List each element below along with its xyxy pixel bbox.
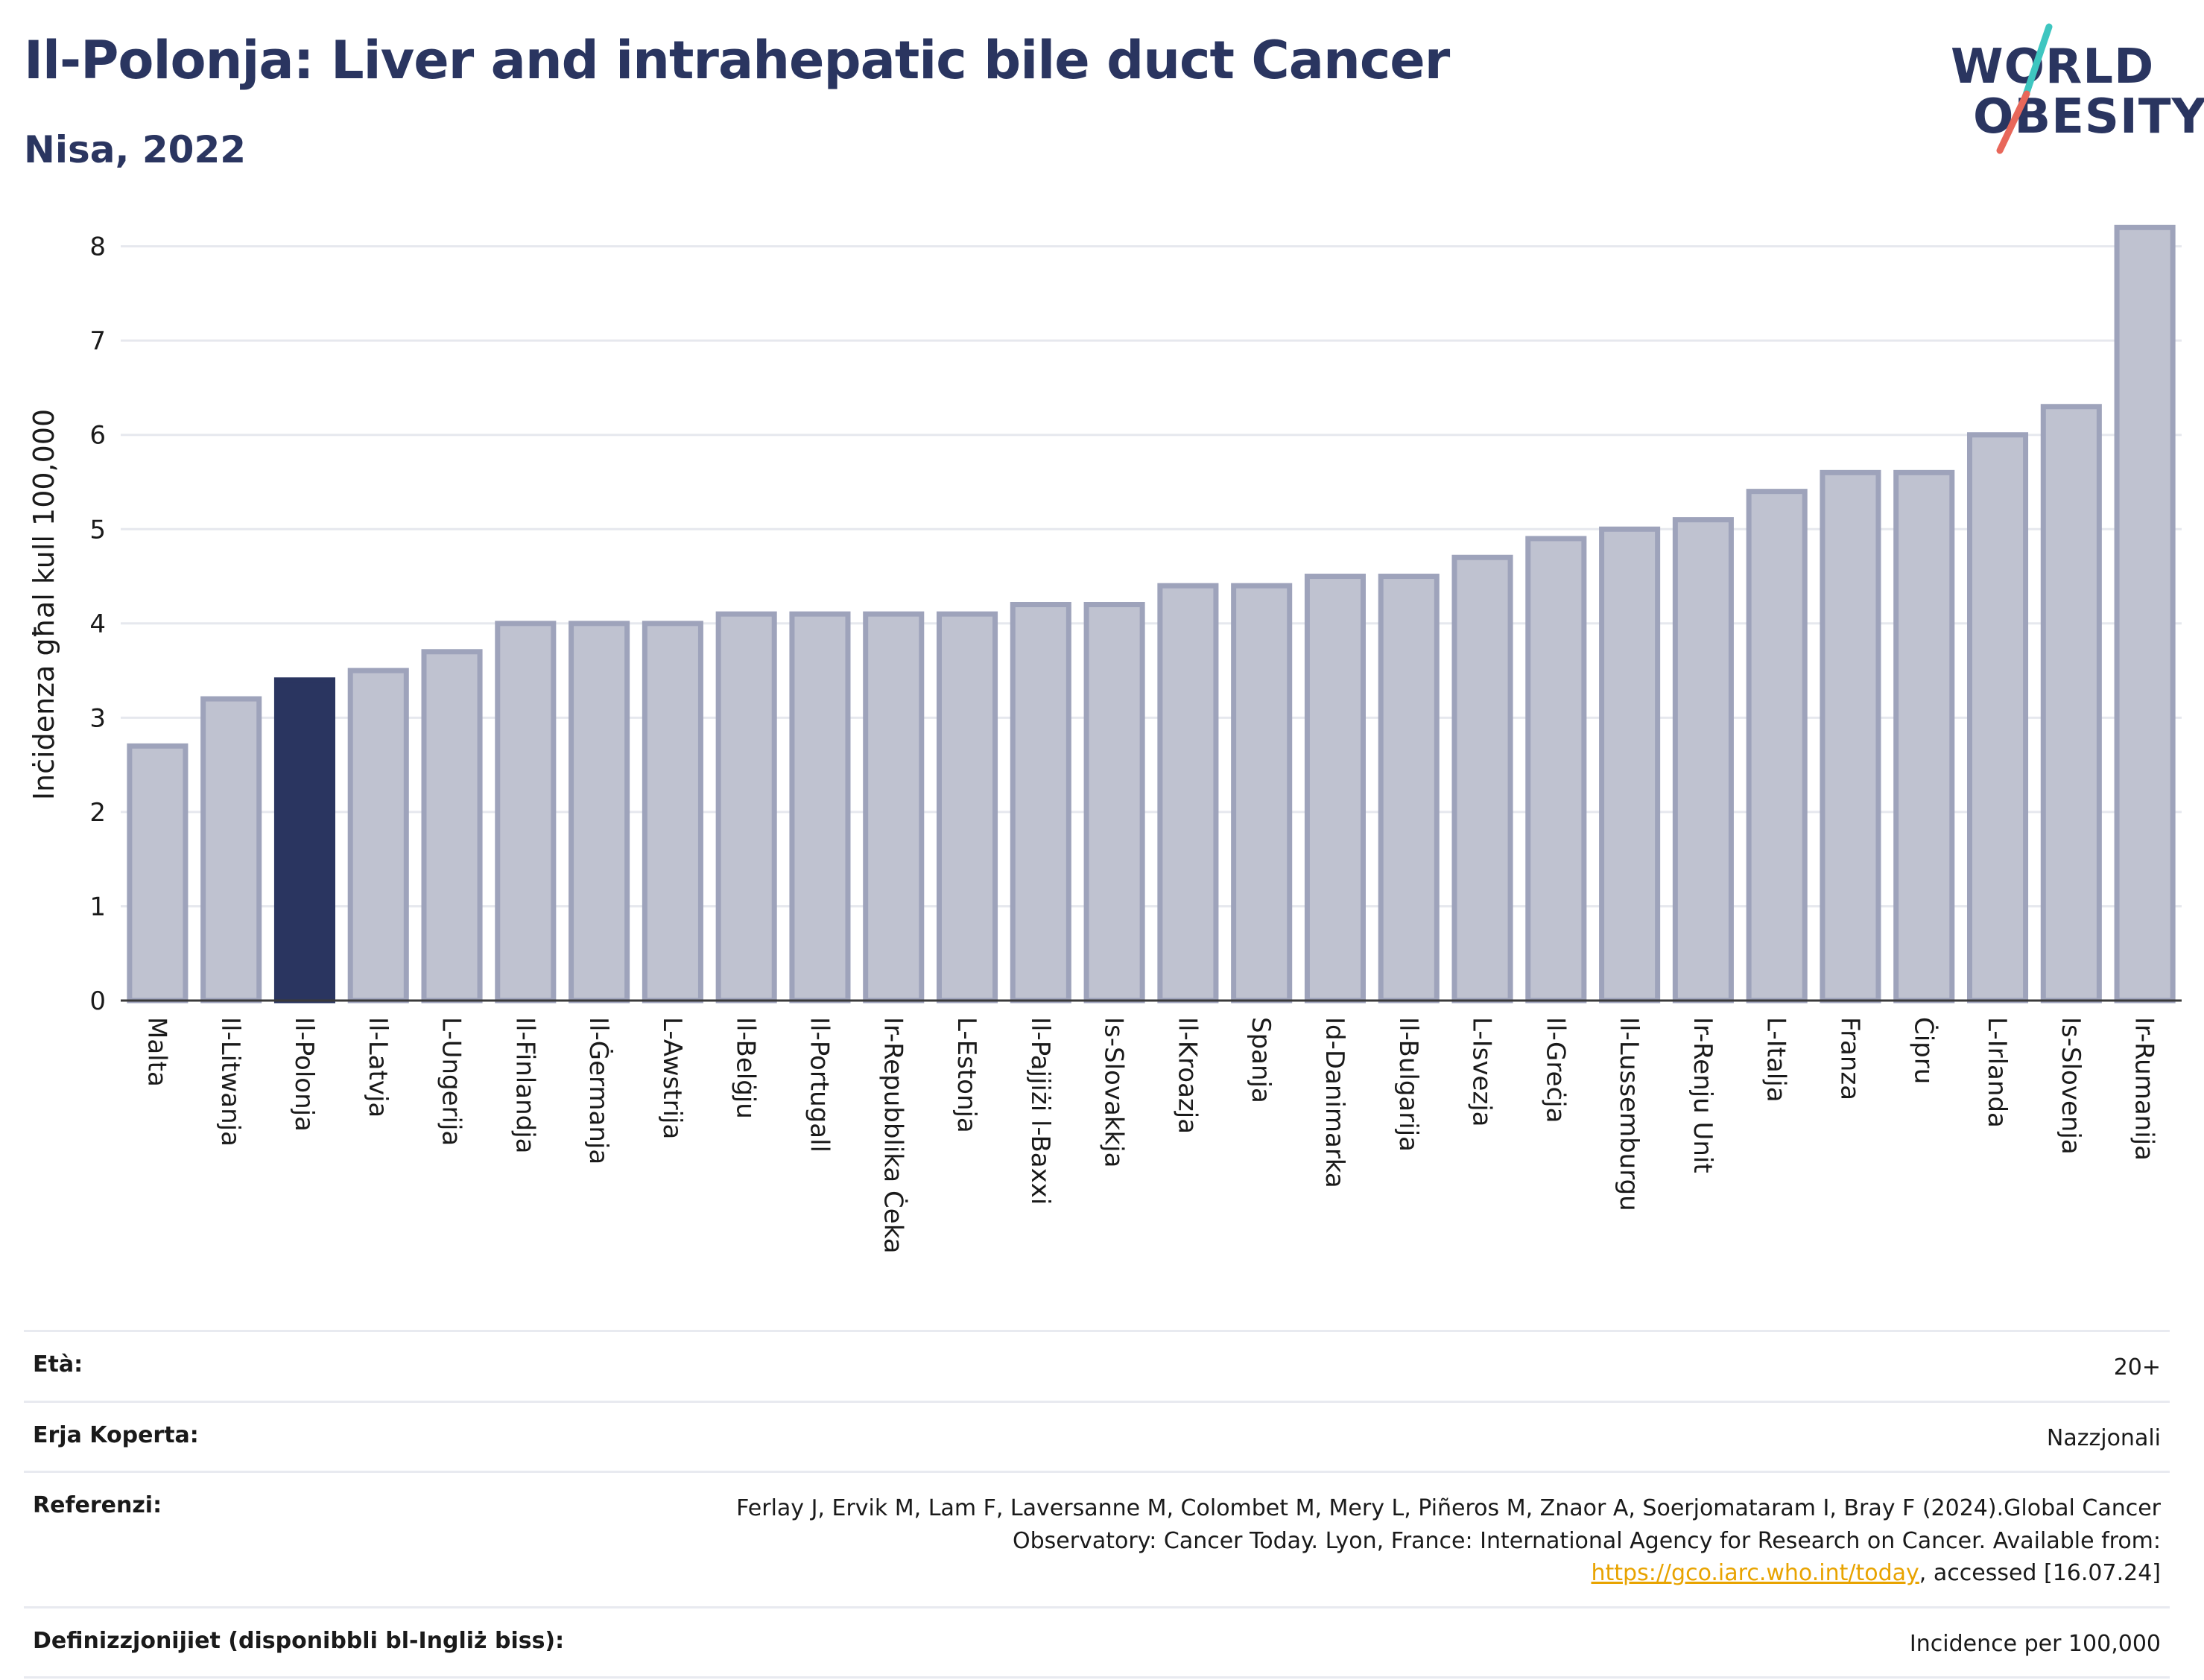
chart-title: Il-Polonja: Liver and intrahepatic bile … — [24, 30, 1450, 91]
x-tick-label: Ir-Rumanija — [2129, 1017, 2159, 1161]
bar — [1599, 526, 1661, 1004]
meta-row-references: Referenzi: Ferlay J, Ervik M, Lam F, Lav… — [24, 1471, 2170, 1606]
bar — [1820, 469, 1881, 1004]
bar — [1231, 583, 1293, 1004]
bar — [200, 696, 262, 1004]
area-label: Erja Koperta: — [33, 1421, 199, 1448]
bar — [936, 611, 998, 1004]
x-tick-label: Il-Belġju — [731, 1017, 761, 1119]
x-tick-label: Is-Slovenja — [2056, 1017, 2086, 1155]
x-tick-label: L-Estonja — [951, 1017, 981, 1133]
definitions-value: Incidence per 100,000 — [1909, 1630, 2161, 1657]
meta-row-definitions: Definizzjonijiet (disponibbli bl-Ingliż … — [24, 1605, 2170, 1679]
x-tick-label: L-Italja — [1761, 1017, 1791, 1103]
y-tick-label: 8 — [89, 232, 106, 262]
x-tick-label: Ir-Repubblika Ċeka — [878, 1017, 908, 1254]
y-tick-labels: 0 1 2 3 4 5 6 7 8 — [89, 232, 106, 1016]
x-tick-label: Il-Litwanja — [215, 1017, 245, 1147]
x-tick-label: Id-Danimarka — [1320, 1017, 1349, 1188]
bar — [1672, 517, 1734, 1004]
y-tick-label: 6 — [89, 421, 106, 451]
bar — [1525, 536, 1587, 1004]
bar — [127, 743, 189, 1004]
x-tick-label: L-Irlanda — [1982, 1017, 2012, 1128]
y-tick-label: 7 — [89, 326, 106, 356]
x-tick-label: Il-Bulgarija — [1393, 1017, 1423, 1152]
reference-text: Ferlay J, Ervik M, Lam F, Laversanne M, … — [736, 1495, 2161, 1554]
bar — [273, 677, 336, 1004]
y-tick-label: 0 — [89, 986, 106, 1016]
reference-accessed: , accessed [16.07.24] — [1919, 1560, 2161, 1586]
x-tick-label: Il-Lussemburgu — [1614, 1017, 1644, 1211]
x-tick-label: L-Ungerija — [437, 1017, 466, 1146]
x-tick-label: Ir-Renju Unit — [1688, 1017, 1717, 1173]
bar — [1378, 574, 1440, 1004]
bar — [421, 649, 483, 1004]
logo-line1: WORLD — [1951, 39, 2155, 95]
bar — [1157, 583, 1219, 1004]
bar — [1451, 554, 1513, 1004]
bar — [569, 621, 630, 1004]
metadata-table: Età: 20+ Erja Koperta: Nazzjonali Refere… — [24, 1330, 2170, 1679]
x-tick-label: L-Isvezja — [1467, 1017, 1497, 1127]
x-tick-label: Il-Ġermanja — [583, 1017, 614, 1164]
x-tick-label: Il-Pajjiżi l-Baxxi — [1025, 1017, 1055, 1205]
x-tick-labels: Malta Il-Litwanja Il-Polonja Il-Latvja L-Ung… — [142, 1017, 2159, 1254]
x-tick-label: Il-Polonja — [289, 1017, 319, 1132]
meta-row-area: Erja Koperta: Nazzjonali — [24, 1400, 2170, 1471]
world-obesity-logo: WORLD OBESITY — [1937, 22, 2204, 156]
y-tick-label: 5 — [89, 515, 106, 545]
bar — [789, 611, 851, 1004]
bar — [1304, 574, 1367, 1004]
x-tick-label: Is-Slovakkja — [1099, 1017, 1129, 1167]
references-value: Ferlay J, Ervik M, Lam F, Laversanne M, … — [671, 1492, 2161, 1590]
bar — [1966, 432, 2029, 1004]
x-tick-label: Il-Kroazja — [1172, 1017, 1202, 1134]
x-tick-label: Franza — [1834, 1017, 1864, 1100]
logo-slash-icon — [1996, 23, 2053, 154]
bar — [1893, 469, 1955, 1004]
age-label: Età: — [33, 1351, 83, 1378]
x-tick-label: Ċipru — [1908, 1017, 1939, 1084]
age-value: 20+ — [2113, 1354, 2161, 1381]
x-tick-label: Il-Finlandja — [510, 1017, 539, 1154]
y-tick-label: 1 — [89, 892, 106, 922]
bar — [1746, 489, 1808, 1004]
bars — [127, 224, 2176, 1004]
area-value: Nazzjonali — [2046, 1424, 2161, 1451]
x-tick-label: Malta — [142, 1017, 171, 1087]
x-tick-label: Spanja — [1246, 1017, 1276, 1103]
bar — [863, 611, 925, 1004]
bar — [495, 621, 557, 1004]
x-tick-label: Il-Portugall — [804, 1017, 834, 1153]
bar — [347, 668, 409, 1004]
bar — [2040, 404, 2102, 1004]
meta-row-age: Età: 20+ — [24, 1330, 2170, 1401]
x-tick-label: L-Awstrija — [657, 1017, 687, 1139]
y-tick-label: 3 — [89, 703, 106, 733]
y-axis-label: Inċidenza għal kull 100,000 — [28, 409, 60, 800]
chart-subtitle: Nisa, 2022 — [24, 128, 247, 171]
x-tick-label: Il-Latvja — [363, 1017, 393, 1118]
bar — [1083, 602, 1145, 1004]
bar — [715, 611, 777, 1004]
x-tick-label: Il-Greċja — [1540, 1017, 1570, 1123]
reference-link[interactable]: https://gco.iarc.who.int/today — [1591, 1560, 1919, 1586]
definitions-label: Definizzjonijiet (disponibbli bl-Ingliż … — [33, 1627, 565, 1654]
y-tick-label: 2 — [89, 798, 106, 828]
bar-chart: 0 1 2 3 4 5 6 7 8 Malta Il-Litwanja Il-Polonja Il-L… — [28, 224, 2182, 1254]
references-label: Referenzi: — [33, 1492, 162, 1518]
bar — [642, 621, 703, 1004]
bar — [2114, 224, 2176, 1004]
y-tick-label: 4 — [89, 609, 106, 639]
bar — [1010, 602, 1071, 1004]
